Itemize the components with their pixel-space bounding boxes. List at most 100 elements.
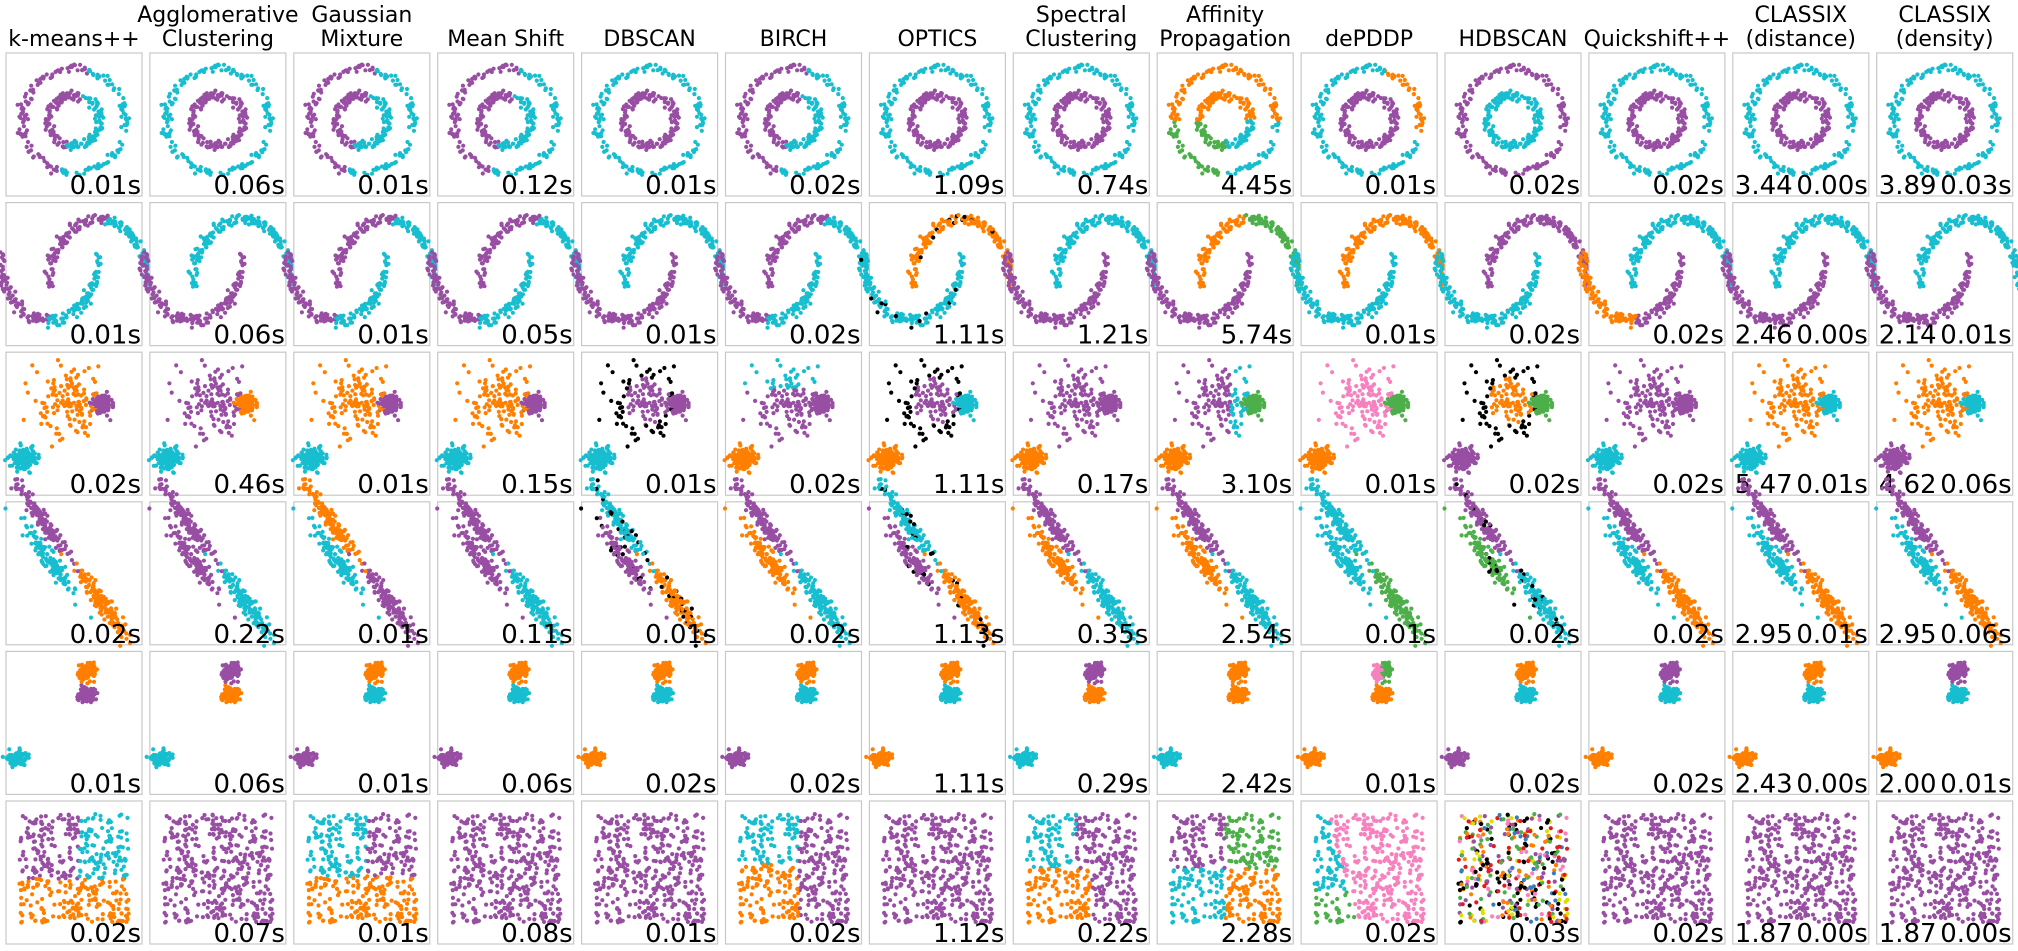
data-point <box>1480 155 1485 160</box>
data-point <box>1227 99 1232 104</box>
data-point <box>200 68 205 73</box>
data-point <box>1367 62 1372 67</box>
data-point <box>646 140 651 145</box>
data-point <box>210 95 215 100</box>
data-point <box>795 68 800 73</box>
data-point <box>1091 144 1096 149</box>
data-point <box>552 96 558 101</box>
data-point <box>1196 165 1201 170</box>
data-point <box>600 144 605 149</box>
data-point <box>797 62 802 67</box>
data-point <box>1820 97 1825 102</box>
data-point <box>185 155 190 160</box>
data-point <box>1551 86 1556 91</box>
data-point <box>1349 164 1355 170</box>
data-point <box>71 140 76 145</box>
data-point <box>1468 143 1473 148</box>
data-point <box>662 68 667 74</box>
data-point <box>165 124 170 129</box>
data-point <box>663 132 668 137</box>
data-point <box>95 163 100 168</box>
data-point <box>1402 77 1407 83</box>
data-point <box>1665 67 1670 72</box>
runtime-label: 0.01s <box>357 171 428 201</box>
data-point <box>1771 72 1776 77</box>
data-point <box>973 82 978 87</box>
data-point <box>1180 97 1185 102</box>
data-point <box>980 86 985 92</box>
data-point <box>1207 103 1212 108</box>
data-point <box>920 103 925 108</box>
data-point <box>450 115 455 120</box>
data-point <box>48 164 54 169</box>
data-point <box>1706 112 1711 117</box>
data-point <box>1273 122 1278 128</box>
data-point <box>1382 68 1387 74</box>
data-point <box>1052 165 1057 170</box>
data-point <box>651 93 656 98</box>
data-point <box>472 155 478 160</box>
data-point <box>1347 124 1352 129</box>
data-point <box>1487 164 1492 169</box>
data-point <box>331 121 336 126</box>
data-point <box>1483 72 1488 77</box>
data-point <box>530 120 535 125</box>
data-point <box>1200 104 1205 109</box>
data-point <box>1271 142 1276 147</box>
data-point <box>672 109 677 114</box>
data-point <box>1991 96 1997 101</box>
data-point <box>400 155 405 160</box>
data-point <box>897 78 903 83</box>
data-point <box>1112 82 1117 87</box>
data-point <box>316 88 321 93</box>
data-point <box>1649 95 1654 100</box>
data-point <box>1815 96 1820 101</box>
data-point <box>1628 165 1633 170</box>
data-point <box>658 67 663 72</box>
data-point <box>1036 97 1042 102</box>
data-point <box>172 148 177 153</box>
data-point <box>1642 95 1647 100</box>
data-point <box>1540 73 1545 78</box>
data-point <box>249 152 254 157</box>
data-point <box>1537 120 1542 125</box>
data-point <box>681 73 686 78</box>
data-point <box>353 142 358 147</box>
data-point <box>461 97 466 102</box>
data-point <box>544 155 549 160</box>
data-point <box>243 163 248 168</box>
data-point <box>1094 68 1099 74</box>
data-point <box>1319 144 1324 149</box>
data-point <box>1607 144 1612 149</box>
data-point <box>820 73 826 78</box>
data-point <box>404 92 409 97</box>
data-point <box>1246 76 1251 81</box>
data-point <box>1788 145 1793 150</box>
data-point <box>1511 62 1516 67</box>
data-point <box>1764 154 1769 160</box>
data-point <box>950 68 955 74</box>
data-point <box>1756 97 1761 102</box>
data-point <box>1192 155 1197 160</box>
data-point <box>1630 110 1635 115</box>
data-point <box>344 103 349 108</box>
data-point <box>1626 121 1631 126</box>
data-point <box>1324 143 1329 148</box>
data-point <box>699 116 704 121</box>
data-point <box>774 107 779 112</box>
data-point <box>1206 164 1211 170</box>
data-point <box>883 111 888 116</box>
data-point <box>959 109 965 114</box>
data-point <box>1356 145 1361 150</box>
data-point <box>1393 120 1398 125</box>
data-point <box>1674 107 1680 112</box>
data-point <box>601 117 606 122</box>
data-point <box>45 161 50 166</box>
data-point <box>336 128 341 133</box>
scatter-panel: 0.01s <box>580 52 719 201</box>
data-point <box>802 67 807 72</box>
data-point <box>173 97 178 102</box>
data-point <box>87 100 92 105</box>
data-point <box>481 72 487 77</box>
data-point <box>1378 95 1383 101</box>
